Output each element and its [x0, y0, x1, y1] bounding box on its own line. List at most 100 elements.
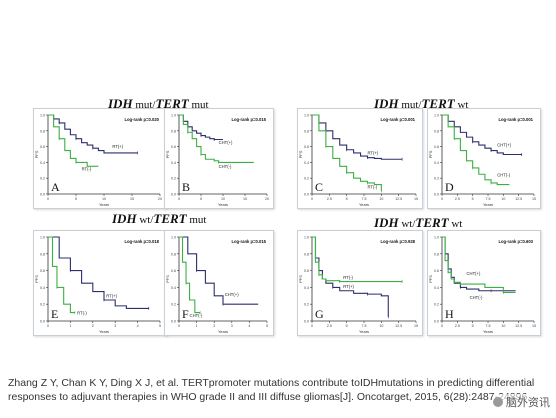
x-tick-label: 5: [346, 197, 348, 201]
y-tick-label: 1.0: [171, 236, 176, 240]
curve-label: CHT(-): [470, 295, 483, 300]
x-tick-label: 2: [92, 324, 94, 328]
km-panel-d: 0.0 0.2 0.4 0.6 0.8 1.0 0 2.5 5 7.5 10 12.5 15 PFS Yea…: [427, 108, 541, 209]
x-tick-label: 3: [231, 324, 233, 328]
y-tick-label: 0.0: [304, 320, 309, 324]
y-tick-label: 0.2: [40, 303, 45, 307]
title-status-1: wt/: [398, 218, 416, 230]
km-curve-rt: [48, 236, 75, 314]
x-tick-label: 12.5: [395, 324, 402, 328]
km-panel-g: 0.0 0.2 0.4 0.6 0.8 1.0 0 2.5 5 7.5 10 12.5 15 PFS Yea…: [297, 230, 423, 336]
panel-letter: A: [51, 180, 60, 194]
panel-letter: F: [182, 307, 189, 321]
curve-label: RT(+): [106, 293, 117, 298]
km-curve-rt: [48, 114, 99, 167]
panel-letter: B: [182, 180, 190, 194]
km-panel-h: 0.0 0.2 0.4 0.6 0.8 1.0 0 2.5 5 7.5 10 12.5 15 PFS Yea…: [427, 230, 541, 336]
y-tick-label: 0.2: [434, 177, 439, 181]
y-tick-label: 1.0: [40, 114, 45, 118]
x-axis-label: Years: [218, 202, 228, 207]
x-tick-label: 10: [501, 197, 505, 201]
curve-label: CHT(+): [219, 140, 233, 145]
km-curve-cht: [179, 236, 259, 305]
y-tick-label: 0.8: [40, 129, 45, 133]
x-tick-label: 5: [159, 324, 161, 328]
panel-letter: C: [315, 180, 323, 194]
y-tick-label: 1.0: [40, 236, 45, 240]
x-tick-label: 7.5: [486, 324, 491, 328]
title-status-2: wt: [454, 99, 469, 111]
y-tick-label: 0.4: [434, 286, 439, 290]
panel-letter: H: [445, 307, 454, 321]
km-curve-cht: [179, 236, 201, 314]
curve-label: RT(-): [367, 184, 377, 189]
y-tick-label: 0.8: [434, 252, 439, 256]
logrank-pvalue: Log-rank p=0.001: [380, 117, 415, 122]
x-tick-label: 7.5: [486, 197, 491, 201]
x-tick-label: 2.5: [327, 197, 332, 201]
y-axis-label: PFS: [165, 150, 170, 158]
x-tick-label: 20: [265, 197, 269, 201]
panel-letter: D: [445, 180, 454, 194]
km-panel-c: 0.0 0.2 0.4 0.6 0.8 1.0 0 2.5 5 7.5 10 12.5 15 PFS Yea…: [297, 108, 423, 209]
curve-label: RT(-): [77, 310, 87, 315]
logrank-pvalue: Log-rank p=0.015: [231, 239, 266, 244]
km-curve-rt: [312, 114, 403, 160]
x-axis-label: Years: [483, 329, 493, 334]
x-tick-label: 5: [75, 197, 77, 201]
x-tick-label: 15: [414, 324, 418, 328]
y-tick-label: 0.6: [304, 269, 309, 273]
x-tick-label: 15: [532, 324, 536, 328]
title-status-1: wt/: [136, 214, 154, 226]
y-axis-label: PFS: [34, 275, 39, 283]
y-tick-label: 0.6: [434, 269, 439, 273]
title-gene-2: TERT: [415, 215, 449, 230]
y-tick-label: 0.4: [304, 161, 309, 165]
x-tick-label: 0: [178, 324, 180, 328]
title-gene-1: IDH: [374, 96, 399, 111]
y-tick-label: 0.4: [304, 286, 309, 290]
title-gene-1: IDH: [112, 211, 137, 226]
x-tick-label: 10: [379, 197, 383, 201]
y-tick-label: 0.6: [40, 269, 45, 273]
y-tick-label: 0.6: [434, 145, 439, 149]
y-tick-label: 0.0: [434, 320, 439, 324]
x-tick-label: 5: [200, 197, 202, 201]
y-tick-label: 0.6: [171, 145, 176, 149]
curve-label: RT(+): [367, 151, 378, 156]
km-plot-c: 0.0 0.2 0.4 0.6 0.8 1.0 0 2.5 5 7.5 10 12.5 15 PFS Yea…: [298, 114, 418, 208]
x-tick-label: 0: [47, 197, 49, 201]
panel-letter: E: [51, 307, 58, 321]
x-tick-label: 10: [102, 197, 106, 201]
y-tick-label: 0.0: [434, 193, 439, 197]
curve-label: RT(-): [82, 166, 92, 171]
title-status-2: wt: [448, 218, 463, 230]
y-tick-label: 0.4: [434, 161, 439, 165]
x-tick-label: 1: [196, 324, 198, 328]
x-tick-label: 0: [441, 324, 443, 328]
x-tick-label: 2.5: [327, 324, 332, 328]
title-gene-2: TERT: [421, 96, 455, 111]
km-plot-d: 0.0 0.2 0.4 0.6 0.8 1.0 0 2.5 5 7.5 10 12.5 15 PFS Yea…: [428, 114, 536, 208]
y-tick-label: 1.0: [304, 114, 309, 118]
title-gene-1: IDH: [108, 96, 133, 111]
y-tick-label: 0.2: [304, 177, 309, 181]
y-tick-label: 0.8: [171, 252, 176, 256]
km-plot-a: 0.0 0.2 0.4 0.6 0.8 1.0 0 5 10 15 20 PFS Years RT(+) R…: [34, 114, 162, 208]
x-tick-label: 5: [266, 324, 268, 328]
watermark: 脑外资讯: [493, 394, 550, 410]
x-axis-label: Years: [218, 329, 228, 334]
group-title-bottom-left: IDH wt/TERT mut: [112, 211, 206, 227]
curve-label: RT(+): [112, 144, 123, 149]
logrank-pvalue: Log-rank p=0.015: [231, 117, 266, 122]
title-gene-2: TERT: [155, 96, 189, 111]
y-tick-label: 0.2: [40, 177, 45, 181]
y-axis-label: PFS: [165, 275, 170, 283]
y-tick-label: 0.4: [171, 286, 176, 290]
y-tick-label: 0.2: [171, 303, 176, 307]
y-axis-label: PFS: [428, 275, 433, 283]
logrank-pvalue: Log-rank p=0.018: [124, 239, 159, 244]
x-tick-label: 12.5: [395, 197, 402, 201]
km-plot-b: 0.0 0.2 0.4 0.6 0.8 1.0 0 5 10 15 20 PFS Years CHT(+)…: [165, 114, 269, 208]
logrank-pvalue: Log-rank p=0.603: [498, 239, 533, 244]
